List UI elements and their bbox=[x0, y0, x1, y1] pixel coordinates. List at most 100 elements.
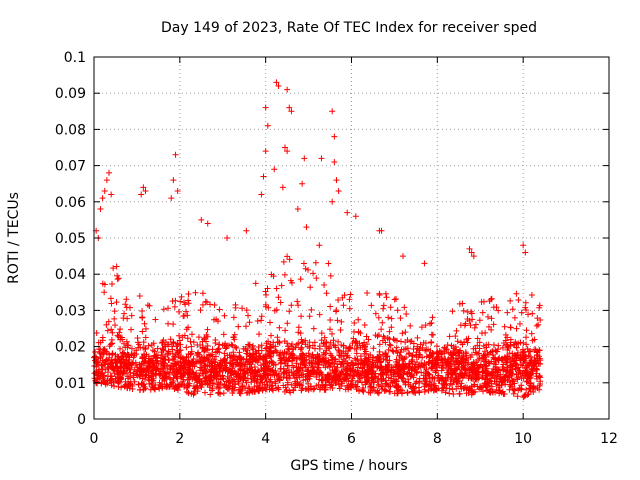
data-point bbox=[338, 318, 345, 325]
data-point bbox=[429, 314, 436, 321]
data-point bbox=[282, 327, 289, 334]
data-point bbox=[381, 386, 388, 393]
data-point bbox=[199, 301, 206, 308]
data-point bbox=[418, 369, 425, 376]
data-point bbox=[327, 339, 334, 346]
data-point bbox=[334, 361, 341, 368]
data-point bbox=[380, 333, 387, 340]
data-point bbox=[359, 386, 366, 393]
data-point bbox=[237, 360, 244, 367]
data-point bbox=[375, 353, 382, 360]
data-point bbox=[535, 321, 542, 328]
data-point bbox=[284, 320, 291, 327]
data-point bbox=[537, 360, 544, 367]
data-point bbox=[399, 361, 406, 368]
data-point bbox=[213, 316, 220, 323]
data-points bbox=[91, 79, 544, 401]
data-point bbox=[525, 391, 532, 398]
data-point bbox=[529, 385, 536, 392]
data-point bbox=[504, 334, 511, 341]
data-point bbox=[212, 349, 219, 356]
data-point bbox=[108, 326, 115, 333]
data-point bbox=[482, 375, 489, 382]
data-point bbox=[216, 384, 223, 391]
data-point bbox=[306, 313, 313, 320]
data-point bbox=[448, 354, 455, 361]
data-point bbox=[399, 355, 406, 362]
data-point bbox=[332, 308, 339, 315]
data-point bbox=[146, 302, 153, 309]
data-point bbox=[422, 347, 429, 354]
data-point bbox=[142, 334, 149, 341]
data-point bbox=[99, 195, 106, 202]
data-point bbox=[363, 341, 370, 348]
data-point bbox=[207, 301, 214, 308]
data-point bbox=[351, 369, 358, 376]
data-point bbox=[248, 361, 255, 368]
data-point bbox=[119, 336, 126, 343]
data-point bbox=[393, 356, 400, 363]
data-point bbox=[401, 304, 408, 311]
data-point bbox=[386, 341, 393, 348]
data-point bbox=[297, 330, 304, 337]
data-point bbox=[322, 382, 329, 389]
data-point bbox=[181, 383, 188, 390]
data-point bbox=[520, 242, 527, 249]
data-point bbox=[242, 359, 249, 366]
data-point bbox=[106, 169, 113, 176]
data-point bbox=[529, 310, 536, 317]
data-point bbox=[141, 351, 148, 358]
data-point bbox=[325, 260, 332, 267]
data-point bbox=[495, 342, 502, 349]
data-point bbox=[312, 360, 319, 367]
data-point bbox=[294, 298, 301, 305]
data-point bbox=[444, 342, 451, 349]
data-point bbox=[310, 270, 317, 277]
data-point bbox=[178, 293, 185, 300]
data-point bbox=[496, 390, 503, 397]
data-point bbox=[438, 376, 445, 383]
data-point bbox=[421, 386, 428, 393]
data-point bbox=[433, 343, 440, 350]
data-point bbox=[263, 378, 270, 385]
data-point bbox=[305, 380, 312, 387]
data-point bbox=[428, 320, 435, 327]
data-point bbox=[229, 383, 236, 390]
data-point bbox=[179, 372, 186, 379]
data-point bbox=[398, 338, 405, 345]
data-point bbox=[197, 367, 204, 374]
data-point bbox=[216, 361, 223, 368]
data-point bbox=[105, 318, 112, 325]
data-point bbox=[208, 376, 215, 383]
data-point bbox=[336, 348, 343, 355]
data-point bbox=[382, 350, 389, 357]
data-point bbox=[176, 332, 183, 339]
data-point bbox=[387, 304, 394, 311]
data-point bbox=[290, 387, 297, 394]
data-point bbox=[226, 375, 233, 382]
data-point bbox=[180, 378, 187, 385]
data-point bbox=[523, 341, 530, 348]
data-point bbox=[466, 245, 473, 252]
data-point bbox=[350, 373, 357, 380]
data-point bbox=[164, 370, 171, 377]
data-point bbox=[131, 378, 138, 385]
data-point bbox=[123, 296, 130, 303]
data-point bbox=[256, 331, 263, 338]
data-point bbox=[114, 272, 121, 279]
data-point bbox=[488, 369, 495, 376]
data-point bbox=[112, 322, 119, 329]
data-point bbox=[483, 344, 490, 351]
data-point bbox=[188, 348, 195, 355]
data-point bbox=[270, 343, 277, 350]
data-point bbox=[465, 373, 472, 380]
data-point bbox=[533, 370, 540, 377]
data-point bbox=[310, 386, 317, 393]
data-point bbox=[252, 368, 259, 375]
data-point bbox=[272, 367, 279, 374]
data-point bbox=[159, 385, 166, 392]
data-point bbox=[208, 351, 215, 358]
y-tick-label: 0.08 bbox=[55, 122, 86, 138]
data-point bbox=[374, 389, 381, 396]
data-point bbox=[383, 294, 390, 301]
